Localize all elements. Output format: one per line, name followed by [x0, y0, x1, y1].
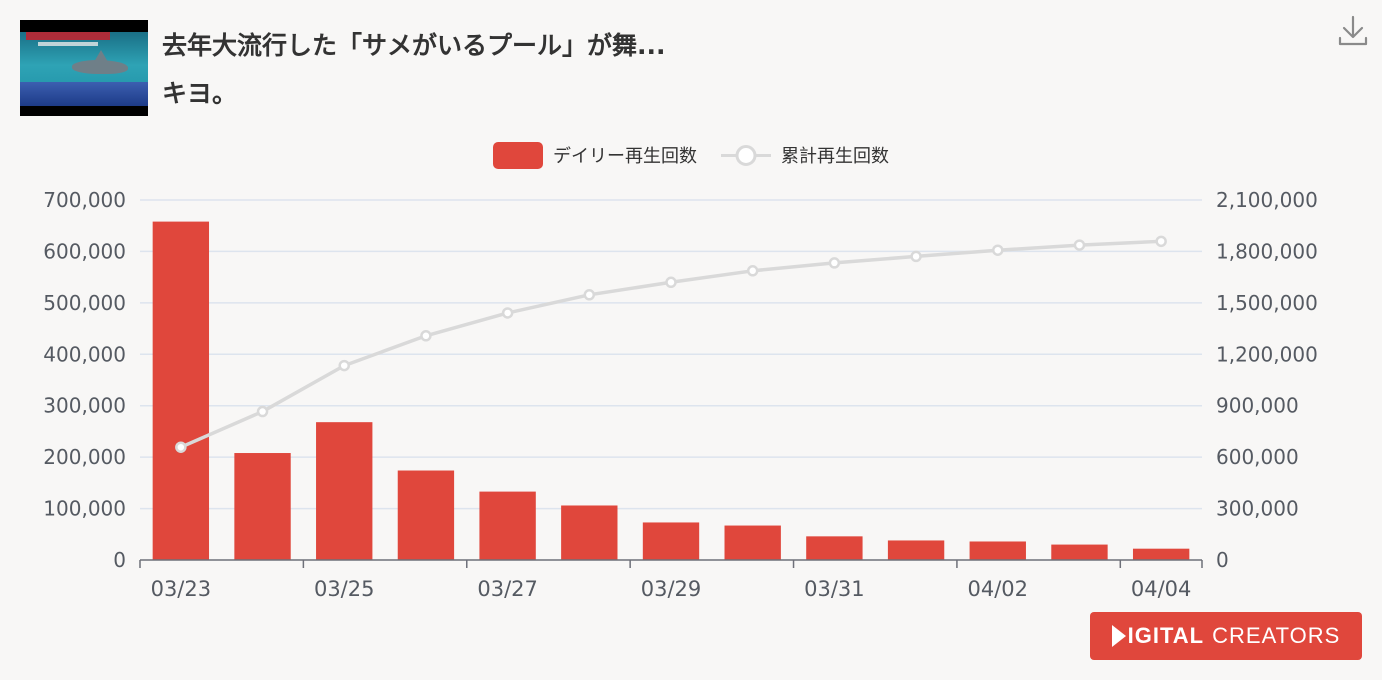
- views-chart: 0 100,000 200,000 300,000 400,000 500,000 600,…: [43, 188, 1318, 601]
- video-thumbnail[interactable]: [20, 20, 148, 116]
- bar: [234, 453, 291, 560]
- logo-text-digital: IGITAL: [1127, 623, 1205, 648]
- y-left-tick-label: 200,000: [43, 445, 126, 469]
- cumulative-line: [180, 239, 1162, 449]
- thumbnail-shark: [72, 60, 128, 74]
- legend-line-swatch: [721, 144, 771, 166]
- bar: [1132, 548, 1190, 560]
- y-left-tick-label: 400,000: [43, 342, 126, 366]
- chart-legend: デイリー再生回数 累計再生回数: [0, 140, 1382, 170]
- y-right-tick-label: 600,000: [1216, 445, 1299, 469]
- thumbnail-caption: [26, 32, 110, 40]
- x-tick-label: 04/02: [968, 577, 1029, 601]
- video-title[interactable]: 去年大流行した「サメがいるプール」が舞...: [162, 31, 666, 60]
- legend-item-cumulative[interactable]: 累計再生回数: [721, 142, 889, 169]
- y-left-tick-label: 100,000: [43, 497, 126, 521]
- cumulative-point: [338, 359, 350, 372]
- y-right-tick-label: 300,000: [1216, 497, 1299, 521]
- bar: [561, 505, 618, 560]
- cumulative-point: [1155, 235, 1167, 248]
- legend-item-daily[interactable]: デイリー再生回数: [493, 141, 697, 169]
- cumulative-point: [256, 405, 269, 418]
- y-left-tick-label: 700,000: [43, 188, 126, 212]
- x-tick-label: 03/31: [804, 577, 865, 601]
- y-left-tick-label: 300,000: [43, 394, 126, 418]
- thumbnail-subcaption: [38, 42, 98, 46]
- x-tick-label: 03/29: [641, 577, 702, 601]
- cumulative-point: [420, 330, 432, 342]
- cumulative-point: [746, 265, 759, 277]
- y-right-tick-label: 1,800,000: [1216, 239, 1318, 263]
- bar: [1051, 544, 1108, 560]
- y-right-tick-label: 1,200,000: [1216, 342, 1318, 366]
- y-right-tick-label: 2,100,000: [1216, 188, 1318, 212]
- y-left-tick-label: 500,000: [43, 291, 126, 315]
- y-left-tick-label: 0: [113, 548, 126, 572]
- cumulative-point: [992, 244, 1004, 256]
- cumulative-point: [828, 257, 841, 269]
- x-tick-label: 03/25: [314, 577, 375, 601]
- legend-cumulative-label: 累計再生回数: [781, 146, 889, 167]
- bar: [969, 541, 1026, 560]
- download-icon[interactable]: [1336, 14, 1370, 48]
- thumbnail-shark-fin: [94, 50, 108, 62]
- y-left-tick-label: 600,000: [43, 239, 126, 263]
- bar: [642, 522, 700, 560]
- bar: [152, 221, 210, 560]
- cumulative-point: [501, 307, 514, 319]
- bar: [397, 470, 455, 560]
- legend-daily-label: デイリー再生回数: [553, 146, 697, 167]
- y-right-tick-label: 0: [1216, 548, 1229, 572]
- x-tick-label: 03/23: [151, 577, 212, 601]
- bar: [806, 536, 863, 560]
- bar: [724, 525, 781, 560]
- thumbnail-deck: [20, 82, 148, 106]
- digital-creators-logo[interactable]: IGITAL CREATORS: [1090, 612, 1362, 660]
- bar: [316, 422, 373, 560]
- x-tick-label: 04/04: [1131, 577, 1192, 601]
- cumulative-point: [910, 250, 922, 263]
- y-right-tick-label: 1,500,000: [1216, 291, 1318, 315]
- y-right-tick-label: 900,000: [1216, 394, 1299, 418]
- legend-bar-swatch: [493, 141, 543, 169]
- logo-text-creators: CREATORS: [1212, 623, 1341, 648]
- bar: [479, 491, 536, 560]
- channel-name[interactable]: キヨ。: [162, 79, 238, 108]
- x-tick-label: 03/27: [477, 577, 538, 601]
- cumulative-point: [175, 441, 187, 453]
- cumulative-point: [583, 289, 596, 301]
- bar: [887, 540, 945, 560]
- logo-play-icon: [1111, 625, 1126, 647]
- cumulative-point: [665, 276, 677, 289]
- cumulative-point: [1073, 239, 1086, 251]
